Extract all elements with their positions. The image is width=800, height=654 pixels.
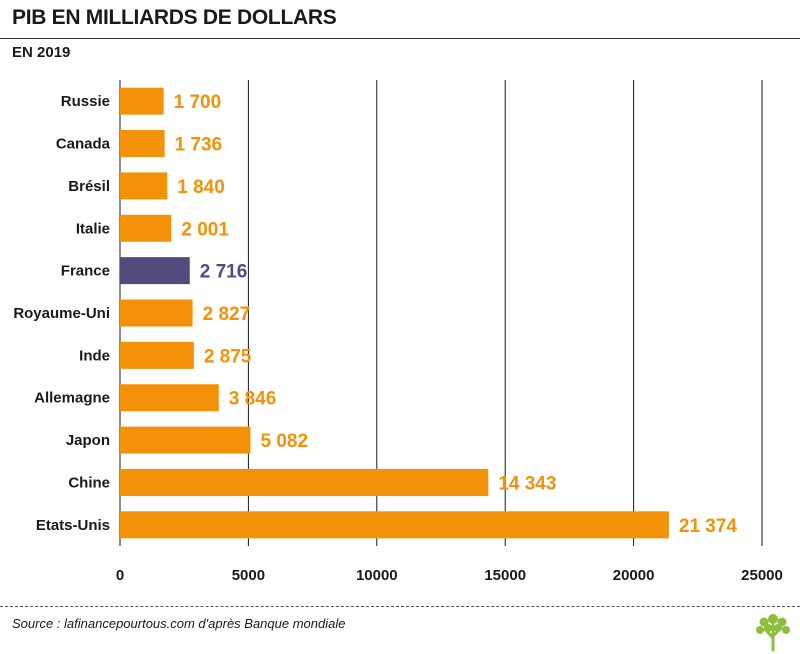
x-tick-label: 15000 [484,567,526,584]
bar [120,87,164,115]
chart-title: PIB EN MILLIARDS DE DOLLARS [12,6,337,29]
bar [120,426,251,454]
data-label: 2 827 [203,304,251,325]
bar-chart: 0 5000 10000 15000 20000 25000 Russie 1 700 Cana… [13,80,783,584]
data-label: 1 840 [177,177,225,198]
category-label: Allemagne [34,390,110,407]
category-label: Royaume-Uni [13,305,110,322]
source-note: Source : lafinancepourtous.com d'après B… [12,616,346,631]
bar [120,214,172,242]
data-label: 2 716 [200,262,248,283]
category-label: France [61,263,110,280]
bar [120,341,194,369]
footer-divider [0,606,800,607]
data-label: 2 001 [181,219,229,240]
bar [120,257,190,285]
category-label: Chine [68,474,110,491]
bar [120,172,168,200]
bar [120,511,669,539]
data-label: 3 846 [229,389,277,410]
bar [120,299,193,327]
category-label: Russie [61,93,110,110]
chart-subtitle: EN 2019 [12,44,71,61]
x-tick-label: 0 [116,567,124,584]
category-label: Canada [56,136,111,153]
tree-icon [756,614,790,652]
data-label: 5 082 [261,431,309,452]
bar [120,130,165,158]
data-label: 1 700 [174,92,222,113]
title-divider [0,38,800,39]
data-label: 1 736 [175,135,223,156]
data-label: 21 374 [679,516,738,537]
category-label: Italie [76,220,110,237]
data-label: 14 343 [498,473,556,494]
data-label: 2 875 [204,346,252,367]
category-label: Etats-Unis [36,517,110,534]
x-tick-label: 5000 [232,567,265,584]
x-tick-label: 20000 [613,567,655,584]
bar [120,468,489,496]
category-label: Inde [79,347,110,364]
category-label: Japon [66,432,110,449]
bar [120,384,219,412]
category-label: Brésil [68,178,110,195]
x-tick-label: 10000 [356,567,398,584]
x-tick-label: 25000 [741,567,783,584]
